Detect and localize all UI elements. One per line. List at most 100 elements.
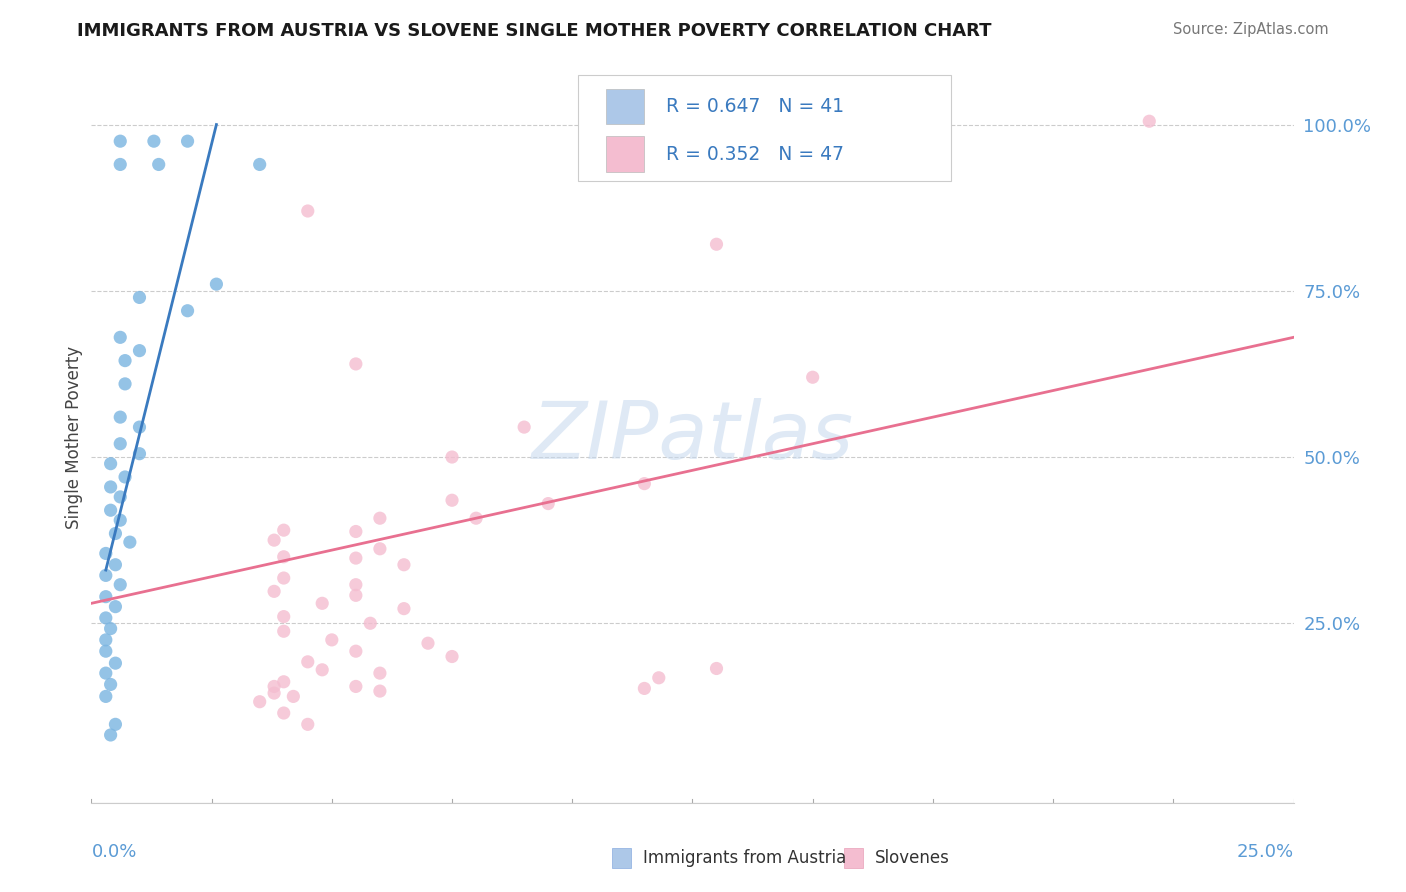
Point (283, 690, 305, 704)
Point (110, 410, 132, 425)
Point (368, 511, 391, 525)
Point (1137, 114, 1160, 128)
Point (110, 513, 132, 527)
Point (392, 601, 415, 615)
Point (297, 204, 319, 219)
Point (273, 624, 295, 639)
Point (110, 577, 132, 591)
Point (142, 134, 165, 148)
Point (100, 503, 122, 517)
Point (104, 599, 127, 614)
Point (114, 376, 136, 391)
Point (110, 436, 132, 450)
Point (648, 671, 671, 685)
Point (128, 420, 150, 434)
Point (344, 357, 367, 371)
Point (297, 717, 319, 731)
Point (110, 330, 132, 344)
Point (273, 523, 295, 537)
Point (100, 677, 122, 691)
Point (104, 526, 127, 541)
Point (94, 546, 117, 560)
Point (273, 609, 295, 624)
Text: IMMIGRANTS FROM AUSTRIA VS SLOVENE SINGLE MOTHER POVERTY CORRELATION CHART: IMMIGRANTS FROM AUSTRIA VS SLOVENE SINGL… (77, 22, 991, 40)
Point (128, 447, 150, 461)
Point (128, 343, 150, 358)
Point (100, 622, 122, 636)
Point (94, 590, 117, 604)
Point (368, 541, 391, 556)
FancyBboxPatch shape (612, 848, 631, 868)
Point (344, 644, 367, 658)
Point (104, 717, 127, 731)
Point (273, 674, 295, 689)
Point (148, 157, 170, 171)
Point (344, 680, 367, 694)
Point (633, 476, 655, 491)
FancyBboxPatch shape (606, 136, 644, 171)
Point (205, 277, 228, 292)
Point (104, 558, 127, 572)
Point (392, 558, 415, 572)
Y-axis label: Single Mother Poverty: Single Mother Poverty (65, 345, 83, 529)
Point (114, 470, 136, 484)
Point (110, 490, 132, 504)
Point (100, 728, 122, 742)
Point (440, 649, 463, 664)
Point (273, 571, 295, 585)
Point (263, 584, 285, 599)
Point (94, 690, 117, 704)
Point (263, 686, 285, 700)
Text: 0.0%: 0.0% (91, 843, 136, 861)
Point (94, 611, 117, 625)
Point (344, 577, 367, 591)
Point (321, 632, 343, 647)
Point (114, 353, 136, 368)
Point (110, 157, 132, 171)
Text: 25.0%: 25.0% (1236, 843, 1294, 861)
Point (537, 497, 560, 511)
FancyBboxPatch shape (844, 848, 863, 868)
Point (94, 644, 117, 658)
Point (359, 616, 381, 631)
Point (273, 706, 295, 720)
Text: R = 0.647   N = 41: R = 0.647 N = 41 (666, 97, 844, 116)
Point (416, 636, 439, 650)
Point (100, 480, 122, 494)
Point (118, 535, 141, 549)
Point (104, 656, 127, 670)
Text: ZIPatlas: ZIPatlas (531, 398, 853, 476)
Point (440, 450, 463, 464)
Point (344, 588, 367, 602)
Point (249, 157, 271, 171)
Point (110, 134, 132, 148)
Text: Slovenes: Slovenes (875, 849, 949, 867)
Point (311, 663, 333, 677)
Point (94, 666, 117, 681)
Point (368, 684, 391, 698)
Point (94, 632, 117, 647)
Point (249, 695, 271, 709)
Point (440, 493, 463, 508)
Point (513, 420, 536, 434)
Point (706, 237, 728, 252)
Point (176, 134, 198, 148)
Point (273, 549, 295, 564)
Point (801, 370, 824, 384)
Text: R = 0.352   N = 47: R = 0.352 N = 47 (666, 145, 844, 163)
Point (465, 511, 488, 525)
Point (706, 661, 728, 675)
Text: Source: ZipAtlas.com: Source: ZipAtlas.com (1173, 22, 1329, 37)
Point (176, 303, 198, 318)
Point (263, 680, 285, 694)
Point (311, 596, 333, 610)
Point (100, 457, 122, 471)
Text: Immigrants from Austria: Immigrants from Austria (643, 849, 846, 867)
Point (94, 568, 117, 582)
Point (263, 533, 285, 548)
Point (344, 551, 367, 566)
FancyBboxPatch shape (606, 89, 644, 124)
Point (128, 290, 150, 304)
Point (344, 524, 367, 539)
Point (297, 655, 319, 669)
